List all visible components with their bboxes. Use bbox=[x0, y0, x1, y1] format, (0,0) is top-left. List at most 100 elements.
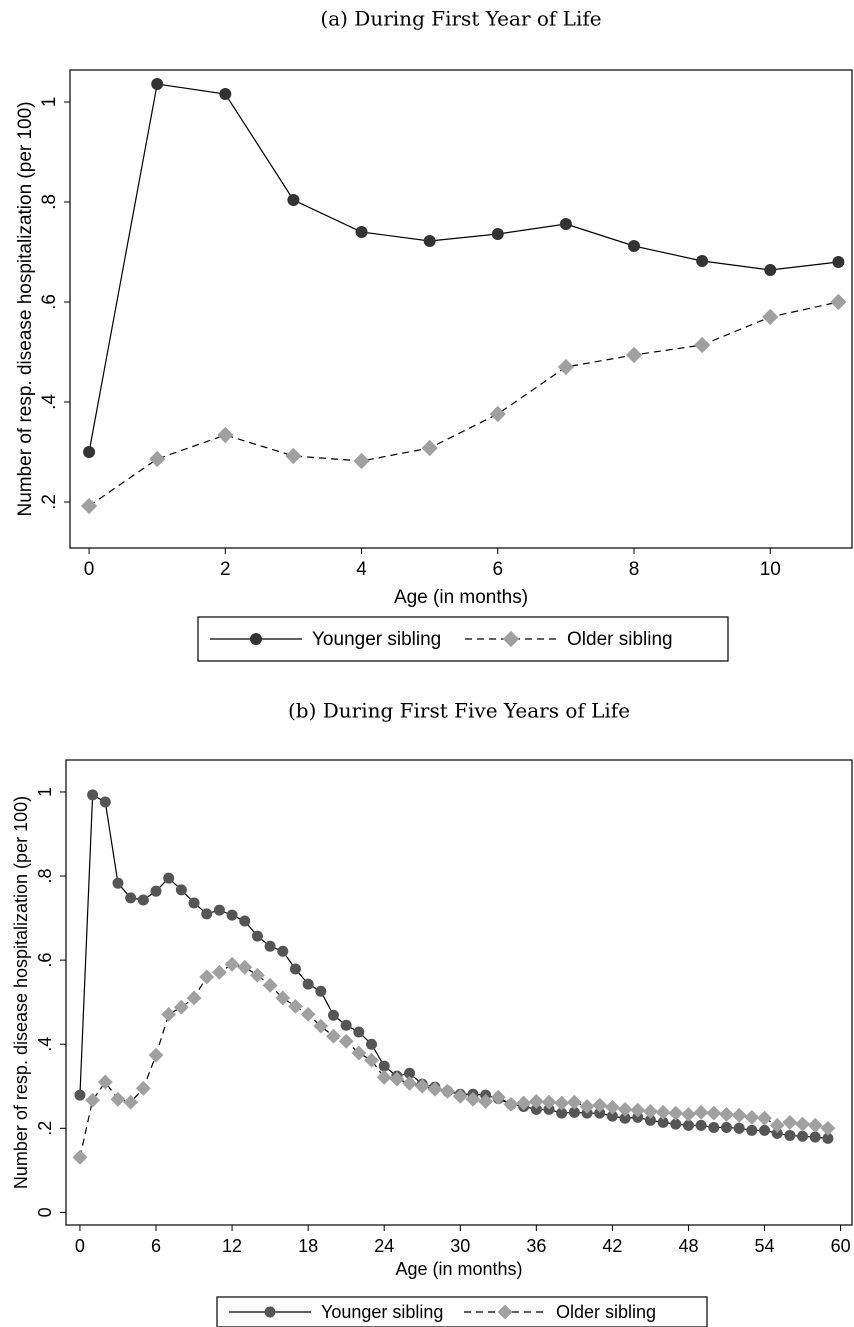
x-tick-label: 30 bbox=[450, 1236, 470, 1256]
y-tick-label: .6 bbox=[35, 953, 55, 968]
data-point bbox=[566, 1094, 582, 1110]
data-point bbox=[708, 1121, 720, 1133]
y-tick-label: .8 bbox=[35, 869, 55, 884]
data-point bbox=[759, 1124, 771, 1136]
data-point bbox=[592, 1097, 608, 1113]
data-point bbox=[746, 1124, 758, 1136]
data-point bbox=[782, 1114, 798, 1130]
data-point bbox=[530, 1103, 542, 1115]
data-point bbox=[376, 1070, 392, 1085]
data-point bbox=[720, 1121, 732, 1133]
legend-marker bbox=[502, 630, 520, 648]
legend-marker bbox=[497, 1304, 513, 1320]
data-point bbox=[832, 256, 845, 268]
y-tick-label: 0 bbox=[35, 1207, 55, 1217]
y-tick-label: .2 bbox=[35, 1121, 55, 1136]
data-point bbox=[378, 1060, 390, 1072]
legend-marker bbox=[250, 633, 262, 645]
data-point bbox=[809, 1131, 821, 1143]
data-point bbox=[219, 88, 232, 100]
data-point bbox=[668, 1105, 684, 1121]
chart-title: (a) During First Year of Life bbox=[320, 7, 601, 31]
data-point bbox=[72, 1149, 88, 1165]
data-point bbox=[83, 446, 96, 458]
data-point bbox=[630, 1102, 646, 1118]
data-point bbox=[366, 1038, 378, 1050]
data-point bbox=[830, 293, 847, 311]
data-point bbox=[80, 497, 98, 515]
data-point bbox=[173, 999, 189, 1015]
data-point bbox=[404, 1067, 416, 1079]
data-point bbox=[541, 1094, 557, 1110]
data-point bbox=[355, 226, 368, 238]
x-tick-label: 36 bbox=[526, 1236, 546, 1256]
x-tick-label: 0 bbox=[75, 1236, 85, 1256]
data-point bbox=[568, 1106, 580, 1118]
data-point bbox=[503, 1096, 519, 1112]
x-tick-label: 0 bbox=[84, 559, 95, 580]
y-axis-label: Number of resp. disease hospitalization … bbox=[15, 101, 36, 516]
legend-label: Younger sibling bbox=[321, 1302, 443, 1322]
data-point bbox=[239, 915, 251, 927]
data-point bbox=[423, 235, 436, 247]
data-point bbox=[693, 1104, 709, 1120]
data-point bbox=[554, 1095, 570, 1111]
data-point bbox=[764, 264, 777, 276]
data-point bbox=[769, 1117, 785, 1133]
data-point bbox=[744, 1109, 760, 1125]
data-point bbox=[706, 1105, 722, 1121]
data-point bbox=[604, 1099, 620, 1115]
data-point bbox=[465, 1091, 481, 1107]
data-point bbox=[224, 956, 240, 972]
data-point bbox=[351, 1045, 367, 1061]
data-point bbox=[327, 1009, 339, 1021]
data-point bbox=[211, 964, 227, 980]
data-point bbox=[264, 940, 276, 952]
data-point bbox=[389, 1071, 405, 1087]
chart-title: (b) During First Five Years of Life bbox=[288, 699, 630, 723]
x-tick-label: 10 bbox=[760, 559, 781, 580]
data-point bbox=[289, 963, 301, 975]
data-point bbox=[452, 1088, 468, 1104]
data-point bbox=[822, 1132, 834, 1144]
data-point bbox=[478, 1093, 494, 1109]
y-tick-label: 1 bbox=[39, 97, 60, 108]
series-line bbox=[79, 793, 828, 1139]
y-tick-label: .4 bbox=[35, 1037, 55, 1052]
data-point bbox=[579, 1099, 595, 1114]
x-tick-label: 4 bbox=[356, 559, 367, 580]
data-point bbox=[489, 405, 506, 423]
y-tick-label: .2 bbox=[39, 494, 60, 510]
data-point bbox=[149, 450, 166, 468]
data-point bbox=[440, 1083, 456, 1099]
data-point bbox=[696, 255, 709, 267]
data-point bbox=[287, 194, 300, 206]
data-point bbox=[628, 240, 641, 252]
data-point bbox=[150, 885, 162, 897]
data-point bbox=[820, 1120, 836, 1136]
data-point bbox=[353, 1026, 365, 1038]
data-point bbox=[807, 1117, 823, 1133]
data-point bbox=[682, 1119, 694, 1131]
data-point bbox=[353, 452, 370, 470]
legend-label: Younger sibling bbox=[312, 629, 441, 650]
data-point bbox=[213, 904, 225, 916]
data-point bbox=[135, 1080, 151, 1096]
data-point bbox=[784, 1129, 796, 1141]
data-point bbox=[315, 985, 327, 997]
data-point bbox=[151, 78, 164, 90]
data-point bbox=[528, 1093, 544, 1109]
x-tick-label: 24 bbox=[374, 1236, 394, 1256]
data-point bbox=[491, 228, 504, 240]
data-point bbox=[427, 1081, 443, 1097]
data-point bbox=[87, 789, 99, 801]
x-tick-label: 6 bbox=[151, 1236, 161, 1256]
data-point bbox=[161, 1006, 177, 1022]
x-tick-label: 6 bbox=[492, 559, 503, 580]
data-point bbox=[85, 1092, 101, 1108]
x-tick-label: 18 bbox=[298, 1236, 318, 1256]
data-point bbox=[516, 1095, 532, 1111]
data-point bbox=[277, 945, 289, 957]
data-point bbox=[288, 998, 303, 1014]
